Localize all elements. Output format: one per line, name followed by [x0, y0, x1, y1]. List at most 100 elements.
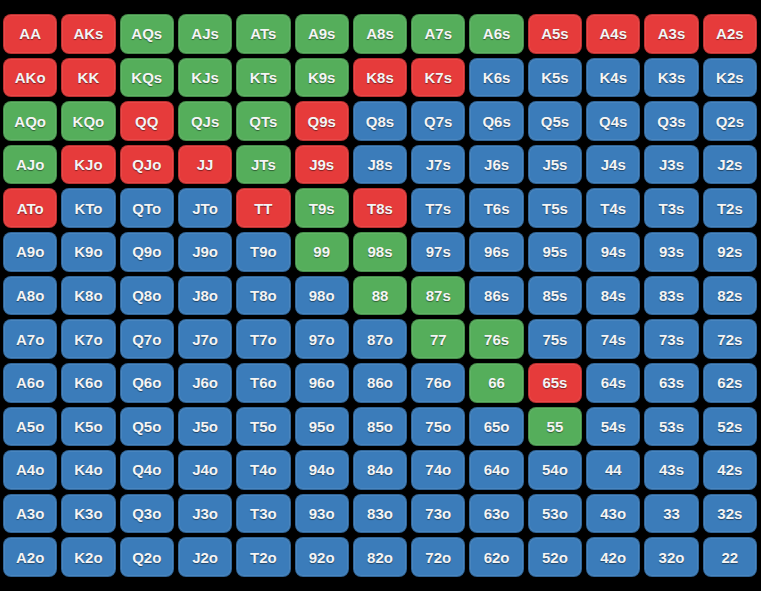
- hand-cell-ATo[interactable]: ATo: [3, 188, 57, 228]
- hand-cell-T4s[interactable]: T4s: [586, 188, 640, 228]
- hand-cell-K5s[interactable]: K5s: [528, 58, 582, 98]
- hand-cell-JJ[interactable]: JJ: [178, 145, 232, 185]
- hand-cell-86s[interactable]: 86s: [469, 276, 523, 316]
- hand-cell-93o[interactable]: 93o: [295, 494, 349, 534]
- hand-cell-64o[interactable]: 64o: [469, 450, 523, 490]
- hand-cell-A6s[interactable]: A6s: [469, 14, 523, 54]
- hand-cell-76s[interactable]: 76s: [469, 319, 523, 359]
- hand-cell-Q7s[interactable]: Q7s: [411, 101, 465, 141]
- hand-cell-K2o[interactable]: K2o: [61, 537, 115, 577]
- hand-cell-A2s[interactable]: A2s: [703, 14, 757, 54]
- hand-cell-K7o[interactable]: K7o: [61, 319, 115, 359]
- hand-cell-T5o[interactable]: T5o: [236, 407, 290, 447]
- hand-cell-T8o[interactable]: T8o: [236, 276, 290, 316]
- hand-cell-97o[interactable]: 97o: [295, 319, 349, 359]
- hand-cell-AA[interactable]: AA: [3, 14, 57, 54]
- hand-cell-95s[interactable]: 95s: [528, 232, 582, 272]
- hand-cell-Q2o[interactable]: Q2o: [120, 537, 174, 577]
- hand-cell-K7s[interactable]: K7s: [411, 58, 465, 98]
- hand-cell-A7s[interactable]: A7s: [411, 14, 465, 54]
- hand-cell-QTs[interactable]: QTs: [236, 101, 290, 141]
- hand-cell-KTs[interactable]: KTs: [236, 58, 290, 98]
- hand-cell-AKo[interactable]: AKo: [3, 58, 57, 98]
- hand-cell-Q8o[interactable]: Q8o: [120, 276, 174, 316]
- hand-cell-83o[interactable]: 83o: [353, 494, 407, 534]
- hand-cell-QJo[interactable]: QJo: [120, 145, 174, 185]
- hand-cell-A9o[interactable]: A9o: [3, 232, 57, 272]
- hand-cell-T3o[interactable]: T3o: [236, 494, 290, 534]
- hand-cell-AJo[interactable]: AJo: [3, 145, 57, 185]
- hand-cell-42o[interactable]: 42o: [586, 537, 640, 577]
- hand-cell-K9o[interactable]: K9o: [61, 232, 115, 272]
- hand-cell-J6o[interactable]: J6o: [178, 363, 232, 403]
- hand-cell-T2o[interactable]: T2o: [236, 537, 290, 577]
- hand-cell-J8o[interactable]: J8o: [178, 276, 232, 316]
- hand-cell-63s[interactable]: 63s: [644, 363, 698, 403]
- hand-cell-J5s[interactable]: J5s: [528, 145, 582, 185]
- hand-cell-J8s[interactable]: J8s: [353, 145, 407, 185]
- hand-cell-Q2s[interactable]: Q2s: [703, 101, 757, 141]
- hand-cell-92s[interactable]: 92s: [703, 232, 757, 272]
- hand-cell-AQo[interactable]: AQo: [3, 101, 57, 141]
- hand-cell-53s[interactable]: 53s: [644, 407, 698, 447]
- hand-cell-85o[interactable]: 85o: [353, 407, 407, 447]
- hand-cell-K3s[interactable]: K3s: [644, 58, 698, 98]
- hand-cell-33[interactable]: 33: [644, 494, 698, 534]
- hand-cell-J6s[interactable]: J6s: [469, 145, 523, 185]
- hand-cell-Q9s[interactable]: Q9s: [295, 101, 349, 141]
- hand-cell-Q4o[interactable]: Q4o: [120, 450, 174, 490]
- hand-cell-T8s[interactable]: T8s: [353, 188, 407, 228]
- hand-cell-85s[interactable]: 85s: [528, 276, 582, 316]
- hand-cell-99[interactable]: 99: [295, 232, 349, 272]
- hand-cell-65s[interactable]: 65s: [528, 363, 582, 403]
- hand-cell-J3o[interactable]: J3o: [178, 494, 232, 534]
- hand-cell-87o[interactable]: 87o: [353, 319, 407, 359]
- hand-cell-Q9o[interactable]: Q9o: [120, 232, 174, 272]
- hand-cell-87s[interactable]: 87s: [411, 276, 465, 316]
- hand-cell-96s[interactable]: 96s: [469, 232, 523, 272]
- hand-cell-44[interactable]: 44: [586, 450, 640, 490]
- hand-cell-88[interactable]: 88: [353, 276, 407, 316]
- hand-cell-A3s[interactable]: A3s: [644, 14, 698, 54]
- hand-cell-96o[interactable]: 96o: [295, 363, 349, 403]
- hand-cell-K9s[interactable]: K9s: [295, 58, 349, 98]
- hand-cell-K8o[interactable]: K8o: [61, 276, 115, 316]
- hand-cell-KQo[interactable]: KQo: [61, 101, 115, 141]
- hand-cell-64s[interactable]: 64s: [586, 363, 640, 403]
- hand-cell-98o[interactable]: 98o: [295, 276, 349, 316]
- hand-cell-83s[interactable]: 83s: [644, 276, 698, 316]
- hand-cell-KQs[interactable]: KQs: [120, 58, 174, 98]
- hand-cell-77[interactable]: 77: [411, 319, 465, 359]
- hand-cell-32o[interactable]: 32o: [644, 537, 698, 577]
- hand-cell-74o[interactable]: 74o: [411, 450, 465, 490]
- hand-cell-82o[interactable]: 82o: [353, 537, 407, 577]
- hand-cell-52o[interactable]: 52o: [528, 537, 582, 577]
- hand-cell-72o[interactable]: 72o: [411, 537, 465, 577]
- hand-cell-J9s[interactable]: J9s: [295, 145, 349, 185]
- hand-cell-Q3o[interactable]: Q3o: [120, 494, 174, 534]
- hand-cell-86o[interactable]: 86o: [353, 363, 407, 403]
- hand-cell-J4s[interactable]: J4s: [586, 145, 640, 185]
- hand-cell-T4o[interactable]: T4o: [236, 450, 290, 490]
- hand-cell-J5o[interactable]: J5o: [178, 407, 232, 447]
- hand-cell-66[interactable]: 66: [469, 363, 523, 403]
- hand-cell-T7s[interactable]: T7s: [411, 188, 465, 228]
- hand-cell-J2s[interactable]: J2s: [703, 145, 757, 185]
- hand-cell-JTo[interactable]: JTo: [178, 188, 232, 228]
- hand-cell-K5o[interactable]: K5o: [61, 407, 115, 447]
- hand-cell-73s[interactable]: 73s: [644, 319, 698, 359]
- hand-cell-55[interactable]: 55: [528, 407, 582, 447]
- hand-cell-95o[interactable]: 95o: [295, 407, 349, 447]
- hand-cell-T9o[interactable]: T9o: [236, 232, 290, 272]
- hand-cell-62o[interactable]: 62o: [469, 537, 523, 577]
- hand-cell-A5s[interactable]: A5s: [528, 14, 582, 54]
- hand-cell-53o[interactable]: 53o: [528, 494, 582, 534]
- hand-cell-22[interactable]: 22: [703, 537, 757, 577]
- hand-cell-J7s[interactable]: J7s: [411, 145, 465, 185]
- hand-cell-J4o[interactable]: J4o: [178, 450, 232, 490]
- hand-cell-T6s[interactable]: T6s: [469, 188, 523, 228]
- hand-cell-98s[interactable]: 98s: [353, 232, 407, 272]
- hand-cell-A6o[interactable]: A6o: [3, 363, 57, 403]
- hand-cell-T7o[interactable]: T7o: [236, 319, 290, 359]
- hand-cell-Q6s[interactable]: Q6s: [469, 101, 523, 141]
